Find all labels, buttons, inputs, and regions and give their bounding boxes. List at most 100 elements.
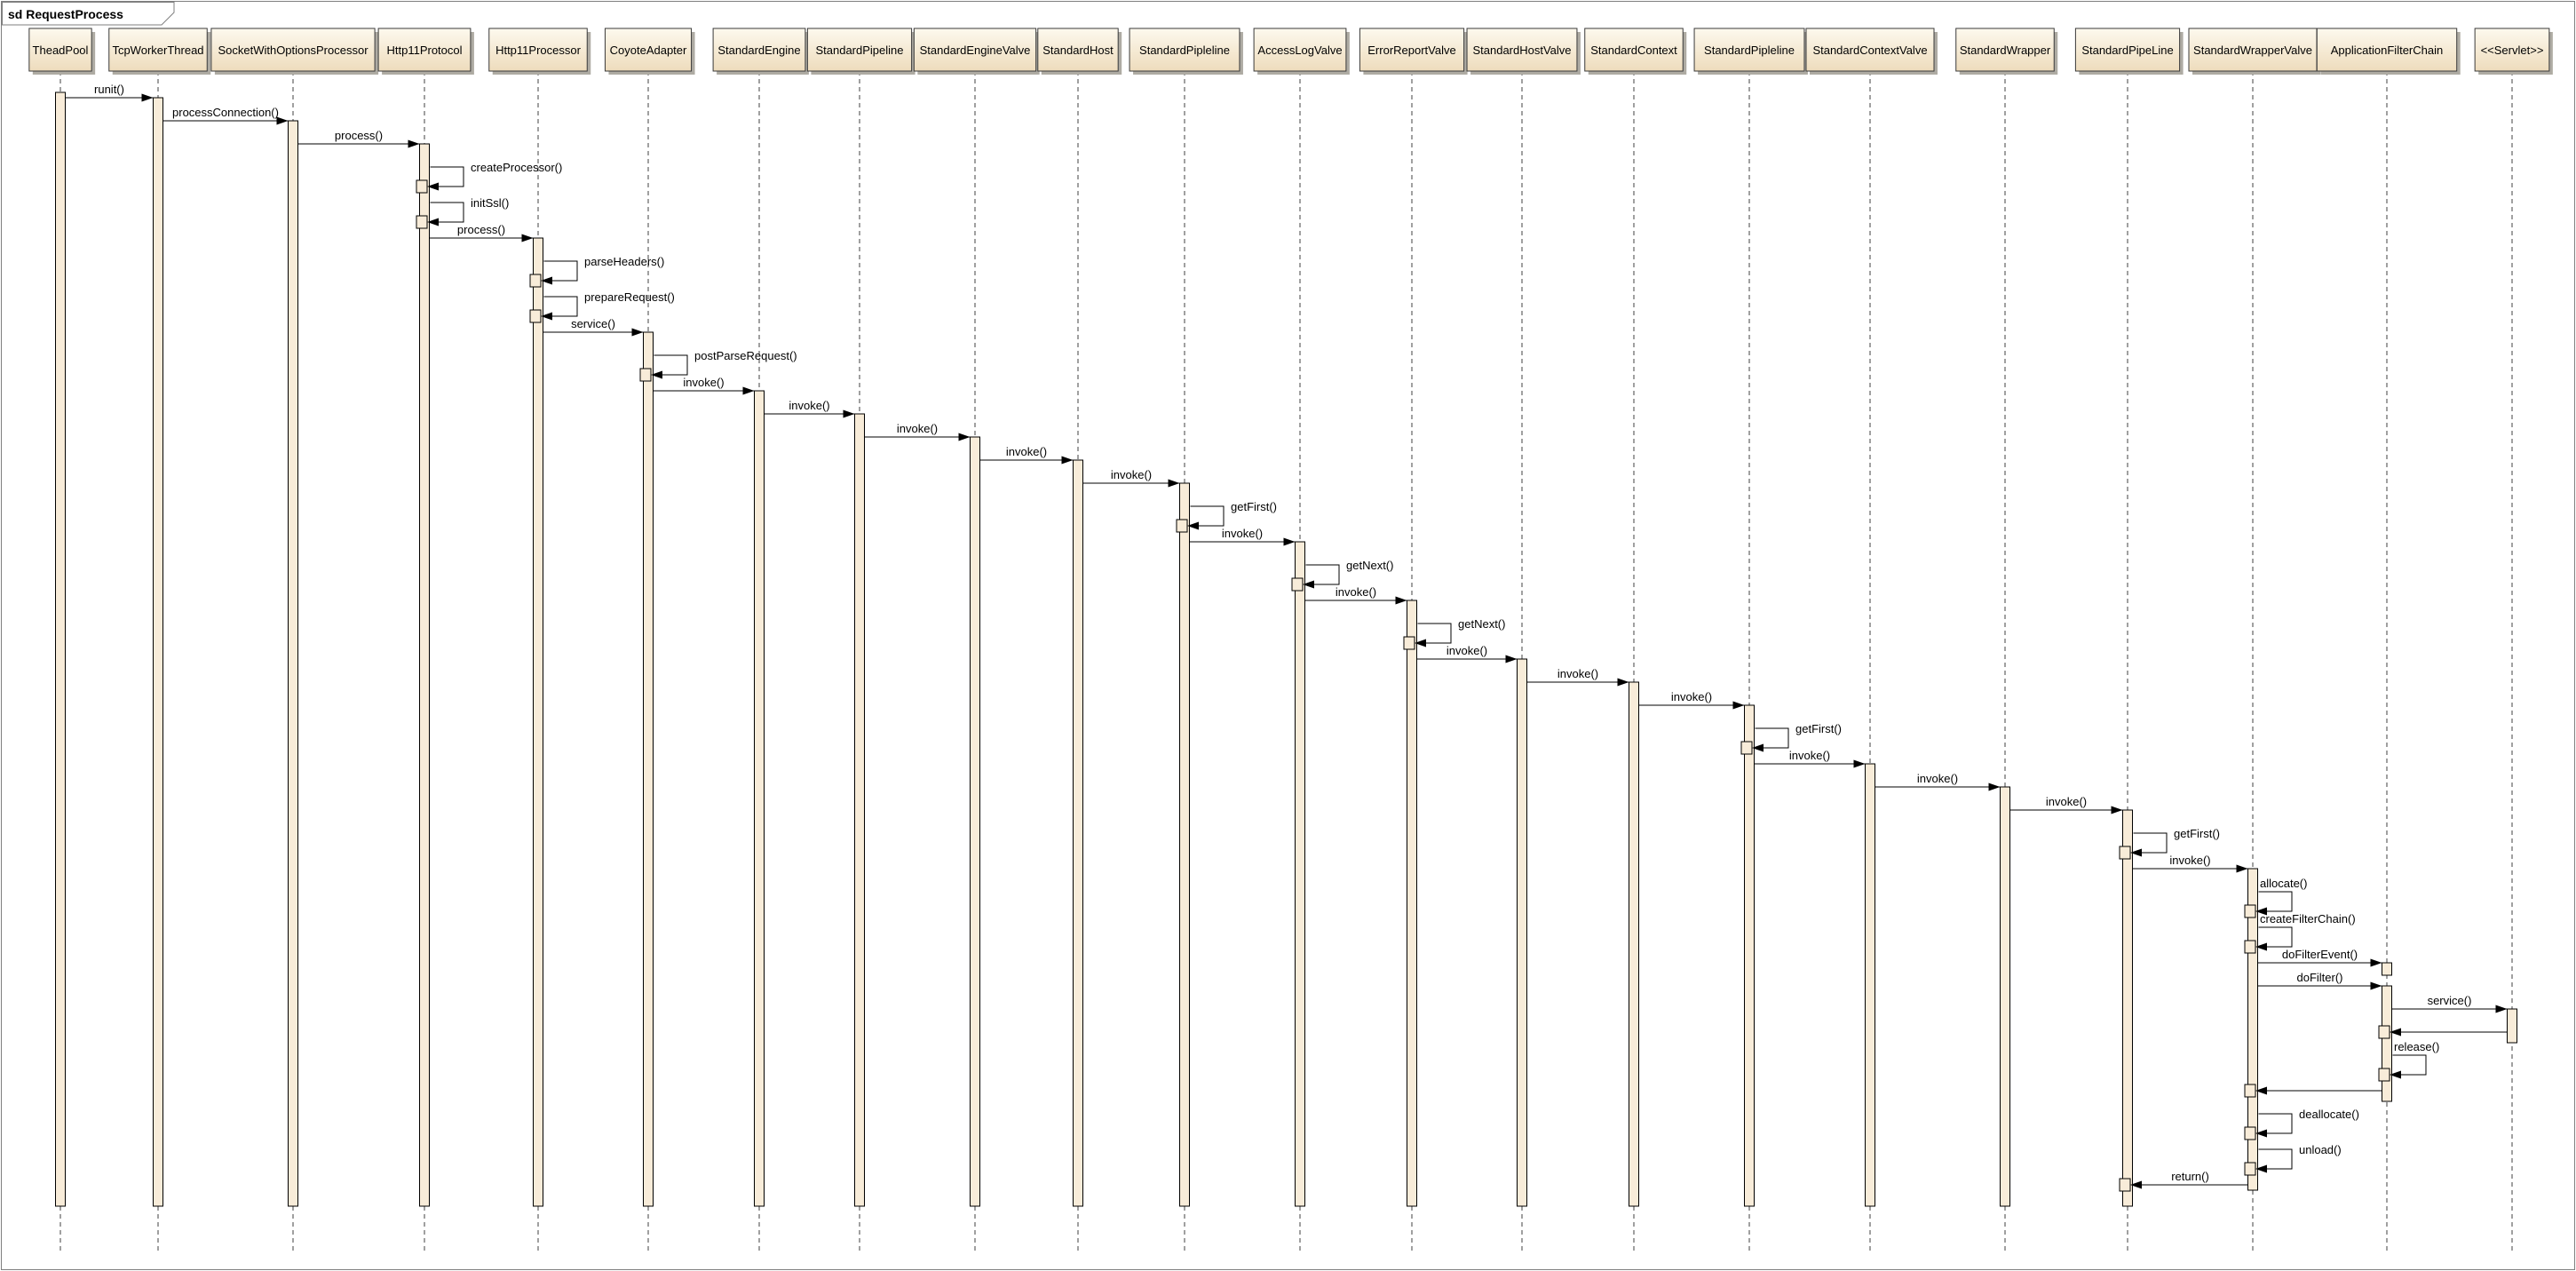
lifeline-box-16	[1805, 28, 1935, 72]
activation-bar	[1744, 704, 1755, 1207]
self-message-loop	[2258, 926, 2293, 948]
message-arrowhead	[1752, 743, 1764, 752]
activation-bar	[1407, 600, 1417, 1207]
message-arrowhead	[1061, 456, 1074, 465]
lifeline-label-13: StandardHostValve	[1472, 44, 1571, 57]
message-arrowhead	[2390, 1028, 2401, 1037]
activation-bar	[2247, 868, 2258, 1191]
message-label: invoke()	[1447, 644, 1487, 657]
lifeline-label-12: ErrorReportValve	[1367, 44, 1455, 57]
message-label: invoke()	[1557, 667, 1598, 680]
message-arrowhead	[2130, 848, 2142, 857]
lifeline-label-7: StandardPipeline	[815, 44, 903, 57]
message-arrowhead	[1415, 639, 1426, 647]
message-arrowhead	[2370, 958, 2382, 967]
message-label: getNext()	[1458, 617, 1505, 631]
nested-activation	[1291, 577, 1304, 592]
lifeline-label-11: AccessLogValve	[1257, 44, 1342, 57]
message-label: parseHeaders()	[584, 255, 664, 268]
lifeline-label-16: StandardContextValve	[1812, 44, 1927, 57]
message-label: deallocate()	[2299, 1108, 2359, 1121]
lifeline-box-12	[1359, 28, 1465, 72]
message-label: getFirst()	[1231, 500, 1277, 513]
message-arrowhead	[1988, 782, 2001, 791]
message-arrowhead	[521, 234, 534, 242]
message-label: getNext()	[1346, 559, 1393, 572]
message-arrowhead	[276, 116, 289, 125]
message-label: unload()	[2299, 1143, 2342, 1156]
message-label: return()	[2171, 1170, 2209, 1183]
message-arrowhead	[1395, 596, 1407, 605]
lifeline-label-9: StandardHost	[1042, 44, 1114, 57]
lifeline-box-8	[913, 28, 1037, 72]
message-label: process()	[335, 129, 383, 142]
message-arrowhead	[1303, 580, 1314, 589]
lifeline-box-5	[604, 28, 693, 72]
lifeline-label-0: TheadPool	[33, 44, 89, 57]
message-arrowhead	[1505, 655, 1518, 663]
nested-activation	[416, 179, 428, 194]
message-arrowhead	[141, 93, 154, 102]
lifeline-label-6: StandardEngine	[717, 44, 800, 57]
nested-activation	[2119, 1178, 2131, 1192]
lifeline-label-21: <<Servlet>>	[2481, 44, 2544, 57]
message-arrowhead	[2390, 1070, 2401, 1079]
lifeline-label-4: Http11Processor	[495, 44, 582, 57]
lifeline-label-17: StandardWrapper	[1960, 44, 2051, 57]
message-arrowhead	[2255, 1086, 2267, 1095]
message-label: service()	[571, 317, 615, 330]
lifeline-box-20	[2316, 28, 2458, 72]
message-label: invoke()	[1006, 445, 1047, 458]
nested-activation	[639, 368, 652, 382]
message-label: createProcessor()	[471, 161, 562, 174]
activation-bar	[754, 390, 765, 1207]
self-message-loop	[654, 354, 688, 376]
lifeline-box-7	[806, 28, 913, 72]
lifeline-label-20: ApplicationFilterChain	[2331, 44, 2443, 57]
self-message-loop	[543, 296, 578, 317]
lifeline-box-2	[210, 28, 376, 72]
self-message-loop	[2258, 1113, 2293, 1134]
frame-title: sd RequestProcess	[8, 7, 123, 21]
message-label: invoke()	[683, 376, 724, 389]
self-message-loop	[1417, 623, 1452, 644]
nested-activation	[1403, 636, 1415, 650]
nested-activation	[416, 215, 428, 229]
activation-bar	[1179, 482, 1190, 1207]
message-label: allocate()	[2260, 877, 2307, 890]
lifeline-label-1: TcpWorkerThread	[112, 44, 203, 57]
lifeline-label-15: StandardPipleline	[1704, 44, 1795, 57]
message-label: getFirst()	[2174, 827, 2220, 840]
message-arrowhead	[541, 276, 552, 285]
message-label: getFirst()	[1795, 722, 1842, 735]
activation-bar	[854, 413, 865, 1207]
message-label: runit()	[94, 83, 124, 96]
activation-bar	[1629, 681, 1639, 1207]
self-message-loop	[1755, 727, 1789, 749]
activation-bar	[1295, 541, 1305, 1207]
self-message-loop	[1305, 564, 1340, 585]
message-label: initSsl()	[471, 196, 509, 210]
lifeline-box-21	[2474, 28, 2550, 72]
message-label: service()	[2428, 994, 2472, 1007]
self-message-loop	[430, 166, 464, 187]
message-label: invoke()	[1917, 772, 1958, 785]
message-label: prepareRequest()	[584, 290, 675, 304]
message-label: invoke()	[897, 422, 938, 435]
message-arrowhead	[1187, 521, 1199, 530]
activation-bar	[419, 143, 430, 1207]
activation-bar	[533, 237, 543, 1207]
self-message-loop	[1190, 505, 1225, 527]
lifeline-box-4	[488, 28, 588, 72]
nested-activation	[1740, 741, 1753, 755]
message-arrowhead	[427, 182, 439, 191]
message-arrowhead	[1168, 479, 1180, 488]
message-arrowhead	[541, 312, 552, 321]
activation-bar	[1865, 763, 1875, 1207]
activation-bar	[1517, 658, 1527, 1207]
message-label: invoke()	[1336, 585, 1376, 599]
message-label: invoke()	[1789, 749, 1830, 762]
message-arrowhead	[2111, 806, 2123, 814]
message-label: createFilterChain()	[2260, 912, 2356, 925]
